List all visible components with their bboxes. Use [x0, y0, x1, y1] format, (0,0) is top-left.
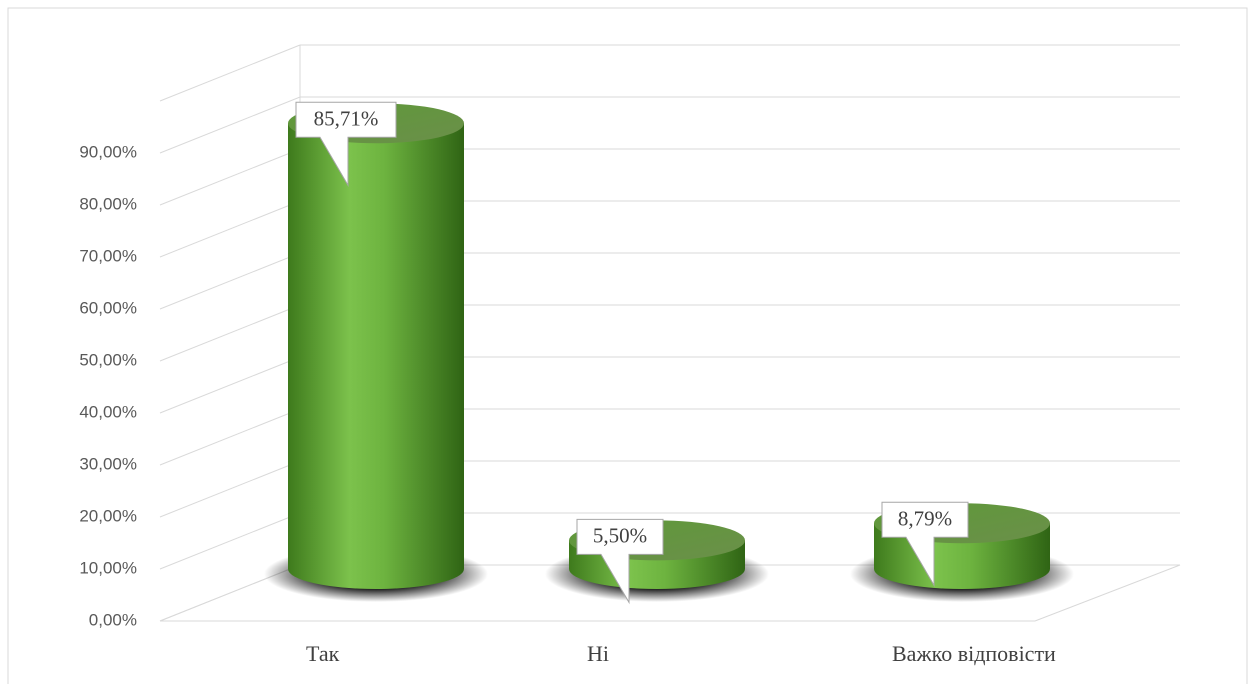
data-label: 8,79%: [898, 507, 952, 531]
data-label-box: [295, 101, 397, 188]
grid-line: [159, 96, 1180, 154]
floor-edge: [1034, 564, 1181, 622]
x-tick-label: Ні: [587, 641, 609, 666]
y-tick-label: 10,00%: [79, 558, 137, 577]
y-tick-label: 30,00%: [79, 454, 137, 473]
y-tick-label: 50,00%: [79, 350, 137, 369]
x-tick-label: Важко відповісти: [892, 641, 1056, 666]
data-label: 5,50%: [593, 524, 647, 548]
y-tick-label: 20,00%: [79, 506, 137, 525]
grid-top-side: [159, 44, 301, 102]
y-tick-label: 90,00%: [79, 142, 137, 161]
bar: [288, 123, 464, 590]
y-tick-label: 40,00%: [79, 402, 137, 421]
data-label-box: [576, 518, 664, 605]
y-tick-label: 80,00%: [79, 194, 137, 213]
x-tick-label: Так: [306, 641, 340, 666]
data-label-box: [881, 501, 969, 588]
y-tick-label: 0,00%: [89, 610, 137, 629]
y-tick-label: 60,00%: [79, 298, 137, 317]
data-label: 85,71%: [314, 107, 379, 131]
frame: [7, 7, 1248, 684]
y-tick-label: 70,00%: [79, 246, 137, 265]
